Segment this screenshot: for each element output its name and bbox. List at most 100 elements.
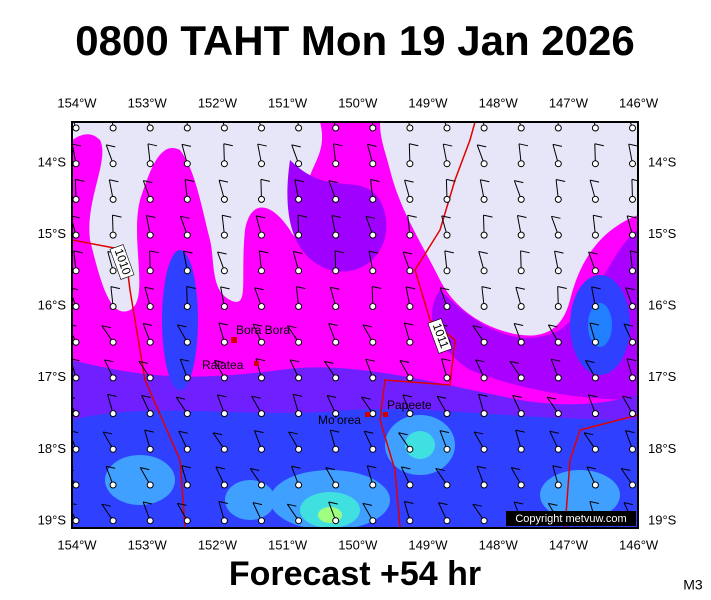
wind-barb-feather [73,250,83,254]
wind-barb-feather [555,179,566,183]
wind-barb-feather [111,108,120,110]
wind-station [480,445,488,453]
wind-barb-feather [104,359,114,363]
wind-station [480,410,488,418]
wind-barb-feather [439,430,450,434]
wind-station [146,481,154,489]
wind-station [406,517,414,525]
wind-barb-feather [143,322,153,326]
wind-barb-feather [147,143,158,147]
wind-station [591,303,599,310]
wind-barb-feather [72,324,77,327]
wind-station [183,231,191,239]
wind-barb-feather [520,250,530,254]
wind-barb-feather [627,215,637,219]
wind-barb-feather [478,393,488,397]
wind-barb-feather [589,322,599,326]
wind-barb-feather [259,250,269,254]
wind-barb-feather [552,143,563,147]
wind-barb-feather [472,503,482,507]
wind-station [554,267,562,275]
wind-barb-feather [549,430,559,434]
wind-station [109,374,117,382]
lon-label-bottom: 149°W [408,537,448,552]
lat-label-right: 16°S [648,298,677,313]
wind-station [369,410,377,418]
wind-station [183,517,191,525]
wind-station [517,267,525,275]
wind-station [443,160,451,168]
wind-barb-feather [509,360,520,364]
wind-station [109,445,117,453]
wind-barb-feather [72,430,79,434]
wind-barb-feather [144,429,154,433]
wind-station [443,267,451,275]
wind-barb-feather [75,178,85,182]
wind-station [443,445,451,453]
wind-barb-feather [367,143,377,147]
wind-station [146,303,154,310]
wind-station [146,374,154,382]
wind-barb-feather [548,324,558,328]
wind-station [369,338,377,346]
wind-barb-feather [515,286,525,290]
wind-station [109,195,117,203]
wind-barb-feather [109,179,119,183]
wind-barb-feather [293,251,303,255]
wind-station [332,481,340,489]
wind-station [369,231,377,239]
wind-station [332,445,340,453]
wind-station [220,374,228,382]
wind-barb-feather [552,465,562,469]
lat-label-right: 14°S [648,154,677,169]
wind-barb-feather [330,429,340,433]
wind-barb-feather [361,396,371,400]
wind-station [183,410,191,418]
wind-barb-feather [330,286,340,290]
wind-station [443,374,451,382]
wind-station [517,338,525,346]
wind-station [295,445,303,453]
wind-station [258,195,265,203]
wind-station [443,231,451,239]
island-markers [231,337,388,417]
wind-barb-feather [402,251,413,255]
wind-barb-feather [254,430,264,434]
lat-label-left: 14°S [38,154,67,169]
wind-station [183,338,191,346]
wind-station [629,374,636,382]
wind-station [332,517,340,525]
wind-barb-feather [478,251,488,255]
wind-station [517,195,525,203]
wind-barb-feather [250,468,260,471]
wind-barb-feather [180,358,190,362]
wind-barb-feather [372,286,382,289]
wind-barb-feather [106,144,116,148]
wind-station [109,517,117,525]
wind-barb-feather [475,359,485,363]
wind-station [109,303,117,310]
wind-barb-feather [181,143,192,147]
wind-station [629,445,636,453]
wind-station [480,231,488,239]
wind-station [220,231,228,239]
wind-barb-feather [186,286,196,289]
wind-barb-feather [588,394,598,398]
wind-barb-feather [328,322,338,326]
map-field [72,108,638,528]
wind-barb-feather [177,502,187,506]
wind-station [554,410,562,418]
wind-barb-feather [401,466,411,470]
wind-barb-feather [483,214,493,218]
wind-station [258,303,265,310]
wind-barb-feather [101,503,111,507]
wind-barb-feather [294,179,304,183]
wind-barb-feather [626,358,637,362]
wind-station [72,517,80,525]
wind-barb-feather [220,286,230,290]
wind-barb-feather [287,325,297,329]
wind-barb-feather [406,286,416,290]
wind-station [443,481,451,489]
wind-barb-feather [444,250,454,254]
wind-barb-feather [514,322,524,326]
